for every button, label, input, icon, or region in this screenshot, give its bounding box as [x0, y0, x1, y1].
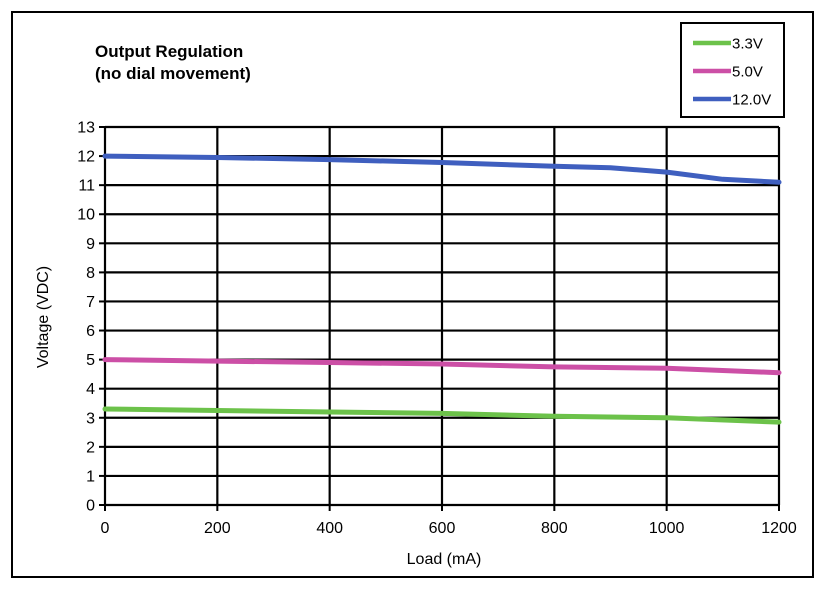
x-tick-label: 600 [429, 520, 456, 537]
y-tick-label: 8 [86, 265, 95, 282]
series-line-5.0V [102, 357, 782, 376]
y-tick-label: 5 [86, 352, 95, 369]
series-line-3.3V [102, 406, 782, 425]
x-tick-label: 800 [541, 520, 568, 537]
y-tick-label: 4 [86, 381, 95, 398]
x-tick-label: 200 [204, 520, 231, 537]
chart-svg: Output Regulation (no dial movement) 012… [35, 22, 797, 568]
x-tick-label: 0 [101, 520, 110, 537]
x-axis-title: Load (mA) [407, 551, 482, 568]
y-tick-label: 2 [86, 439, 95, 456]
y-tick-label: 7 [86, 294, 95, 311]
legend-label-5.0V: 5.0V [732, 64, 763, 81]
legend-label-3.3V: 3.3V [732, 36, 763, 53]
chart-title-line-2: (no dial movement) [95, 64, 251, 83]
y-tick-label: 12 [77, 149, 95, 166]
series-line-12.0V [102, 153, 782, 185]
y-tick-label: 3 [86, 410, 95, 427]
y-tick-label: 10 [77, 207, 95, 224]
series-layer [102, 153, 782, 425]
legend: 3.3V 5.0V 12.0V [680, 22, 785, 118]
chart-title-line-1: Output Regulation [95, 42, 243, 61]
y-tick-label: 13 [77, 120, 95, 137]
y-tick-label: 0 [86, 498, 95, 515]
legend-label-12.0V: 12.0V [732, 92, 771, 109]
grid [99, 125, 781, 511]
y-tick-label: 9 [86, 236, 95, 253]
y-tick-label: 11 [78, 178, 95, 195]
y-tick-label: 1 [86, 468, 95, 485]
x-tick-label: 1000 [649, 520, 685, 537]
x-tick-label: 1200 [761, 520, 797, 537]
y-axis-title: Voltage (VDC) [35, 266, 52, 368]
x-tick-label: 400 [316, 520, 343, 537]
chart-title: Output Regulation (no dial movement) [95, 42, 251, 83]
y-tick-label: 6 [86, 323, 95, 340]
